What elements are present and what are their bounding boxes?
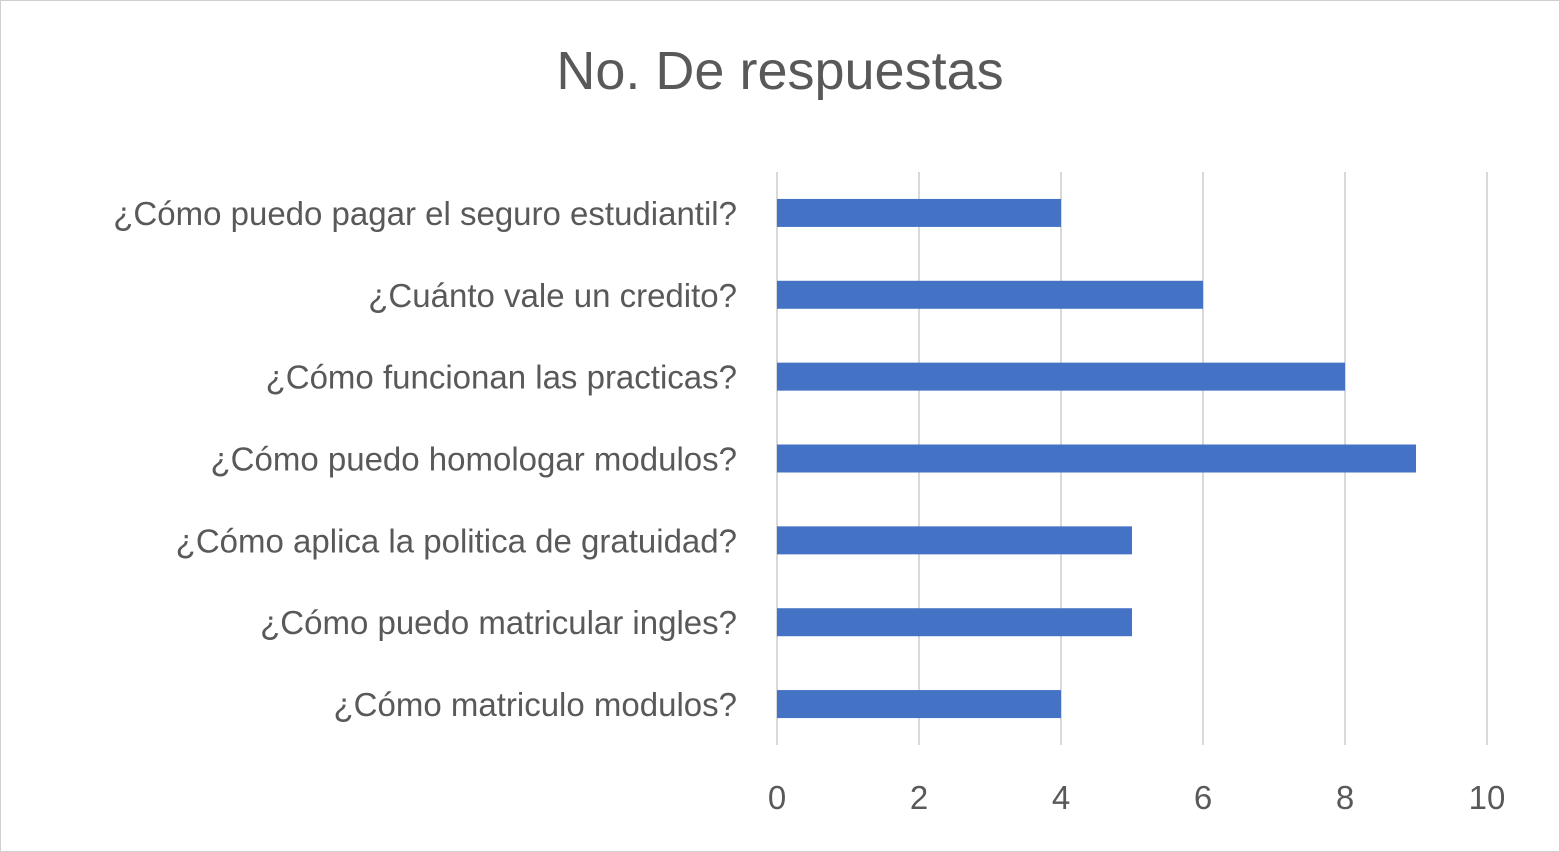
x-tick-label: 4 (1052, 779, 1070, 816)
category-label: ¿Cuánto vale un credito? (368, 277, 737, 314)
category-label: ¿Cómo puedo matricular ingles? (260, 604, 737, 641)
x-tick-label: 8 (1336, 779, 1354, 816)
category-label: ¿Cómo aplica la politica de gratuidad? (176, 522, 737, 559)
x-tick-label: 6 (1194, 779, 1212, 816)
x-tick-label: 2 (910, 779, 928, 816)
bar (777, 526, 1132, 555)
bar (777, 444, 1416, 473)
x-tick-label: 0 (768, 779, 786, 816)
bar (777, 362, 1345, 391)
x-tick-label: 10 (1469, 779, 1506, 816)
bar (777, 198, 1061, 227)
category-label: ¿Cómo matriculo modulos? (334, 686, 737, 723)
bar (777, 608, 1132, 637)
category-label: ¿Cómo puedo homologar modulos? (211, 441, 737, 478)
bar (777, 690, 1061, 719)
category-label: ¿Cómo puedo pagar el seguro estudiantil? (113, 195, 737, 232)
category-label: ¿Cómo funcionan las practicas? (266, 359, 737, 396)
bar (777, 280, 1203, 309)
chart-title: No. De respuestas (556, 41, 1004, 101)
